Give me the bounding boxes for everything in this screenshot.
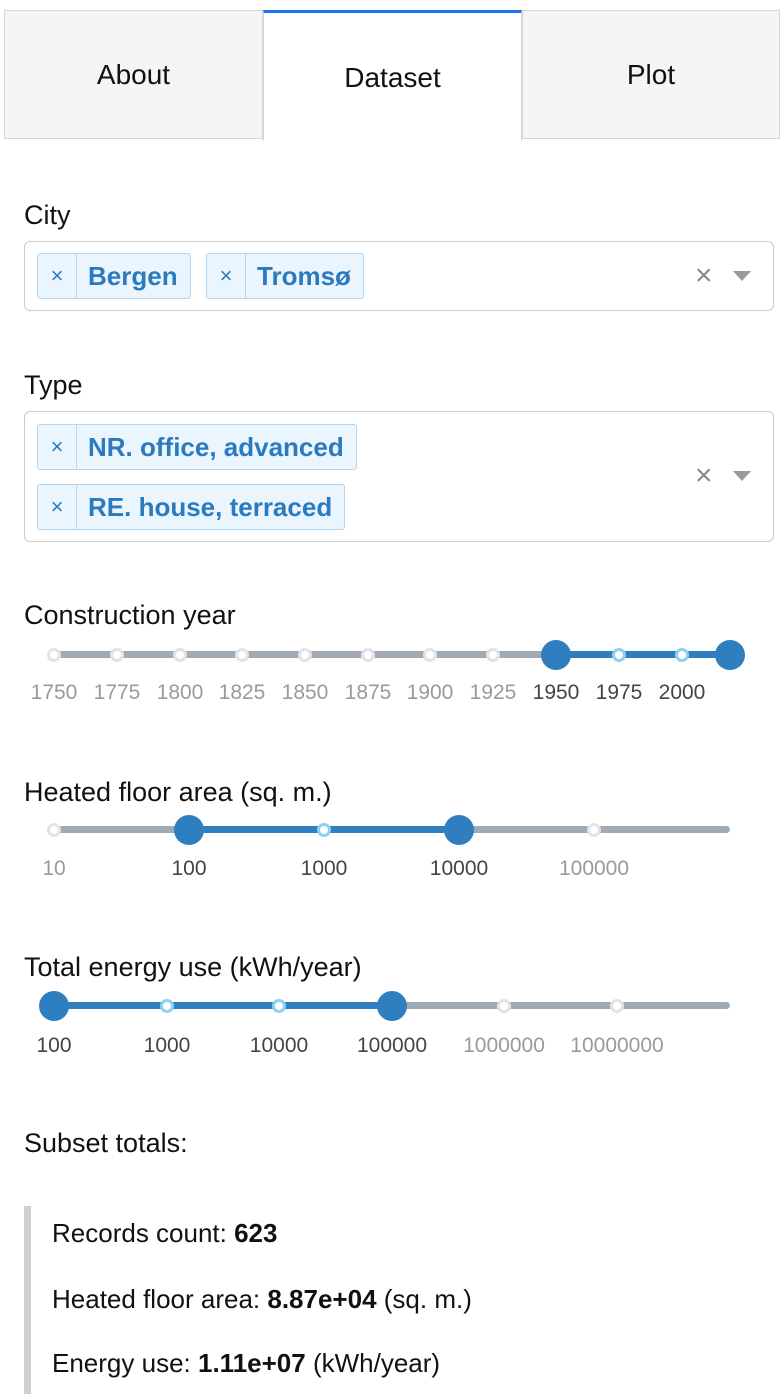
area-total-label: Heated floor area:: [52, 1284, 268, 1314]
clear-icon[interactable]: ×: [695, 459, 713, 492]
slider-mark: 100: [171, 857, 207, 880]
slider-dot: [423, 648, 437, 662]
slider-handle-min[interactable]: [541, 640, 571, 670]
energy-total-label: Energy use:: [52, 1348, 198, 1378]
slider-dot: [587, 823, 601, 837]
slider-mark: 1950: [532, 681, 580, 704]
slider-mark: 10000: [429, 857, 489, 880]
slider-dot: [497, 999, 511, 1013]
close-icon[interactable]: ×: [207, 254, 246, 298]
slider-handle-min[interactable]: [174, 815, 204, 845]
heated-floor-area-label: Heated floor area (sq. m.): [24, 777, 332, 807]
slider-dot: [235, 648, 249, 662]
slider-dot: [47, 823, 61, 837]
slider-dot: [47, 648, 61, 662]
close-icon[interactable]: ×: [38, 485, 77, 529]
records-count: Records count: 623: [52, 1218, 277, 1249]
type-dropdown[interactable]: × NR. office, advanced × RE. house, terr…: [24, 411, 774, 542]
slider-mark: 1750: [30, 681, 78, 704]
records-count-value: 623: [234, 1218, 278, 1248]
tab-plot[interactable]: Plot: [522, 10, 780, 139]
subset-totals-panel: Records count: 623 Heated floor area: 8.…: [24, 1206, 764, 1394]
slider-mark: 1850: [281, 681, 329, 704]
slider-handle-max[interactable]: [444, 815, 474, 845]
tab-dataset[interactable]: Dataset: [263, 10, 522, 141]
slider-dot: [612, 648, 626, 662]
energy-use-total: Energy use: 1.11e+07 (kWh/year): [52, 1348, 440, 1379]
tab-about-label: About: [96, 58, 171, 90]
slider-handle-max[interactable]: [715, 640, 745, 670]
slider-dot: [317, 823, 331, 837]
slider-mark: 10: [42, 857, 66, 880]
tab-about[interactable]: About: [4, 10, 263, 139]
type-chip-label: NR. office, advanced: [88, 431, 344, 462]
slider-mark: 1000000: [463, 1034, 545, 1057]
slider-dot: [486, 648, 500, 662]
total-energy-label: Total energy use (kWh/year): [24, 952, 362, 982]
slider-dot: [160, 999, 174, 1013]
slider-dot: [110, 648, 124, 662]
slider-track: [556, 651, 730, 658]
city-chip-tromso: × Tromsø: [206, 253, 364, 299]
slider-track: [54, 1002, 392, 1009]
slider-mark: 2000: [658, 681, 706, 704]
slider-handle-min[interactable]: [39, 991, 69, 1021]
energy-total-unit: (kWh/year): [305, 1348, 441, 1378]
slider-mark: 1000: [143, 1034, 191, 1057]
tab-plot-label: Plot: [626, 58, 676, 90]
slider-dot: [610, 999, 624, 1013]
slider-handle-max[interactable]: [377, 991, 407, 1021]
tab-dataset-label: Dataset: [344, 62, 441, 93]
slider-mark: 1925: [469, 681, 517, 704]
slider-mark: 100: [36, 1034, 72, 1057]
records-count-label: Records count:: [52, 1218, 235, 1248]
slider-mark: 1975: [595, 681, 643, 704]
slider-rail[interactable]: [54, 651, 730, 658]
slider-dot: [298, 648, 312, 662]
close-icon[interactable]: ×: [38, 254, 77, 298]
slider-mark: 1000: [300, 857, 348, 880]
slider-dot: [361, 648, 375, 662]
type-chip-label: RE. house, terraced: [88, 491, 333, 522]
slider-mark: 1775: [93, 681, 141, 704]
slider-dot: [675, 648, 689, 662]
slider-mark: 10000: [249, 1034, 309, 1057]
clear-icon[interactable]: ×: [695, 259, 713, 292]
type-label: Type: [24, 370, 83, 400]
city-label: City: [24, 200, 71, 230]
city-dropdown[interactable]: × Bergen × Tromsø ×: [24, 241, 774, 311]
slider-mark: 100000: [356, 1034, 428, 1057]
area-total-unit: (sq. m.): [376, 1284, 472, 1314]
chevron-down-icon[interactable]: [733, 271, 751, 281]
chevron-down-icon[interactable]: [733, 471, 751, 481]
city-chip-label: Bergen: [88, 260, 178, 291]
tab-bar: About Dataset Plot: [4, 10, 780, 141]
slider-dot: [272, 999, 286, 1013]
slider-mark: 1900: [406, 681, 454, 704]
slider-mark: 100000: [558, 857, 630, 880]
close-icon[interactable]: ×: [38, 425, 77, 469]
heated-floor-area-total: Heated floor area: 8.87e+04 (sq. m.): [52, 1284, 472, 1315]
area-total-value: 8.87e+04: [267, 1284, 377, 1314]
city-chip-label: Tromsø: [257, 260, 351, 291]
slider-dot: [173, 648, 187, 662]
type-chip-house: × RE. house, terraced: [37, 484, 346, 530]
slider-mark: 1800: [156, 681, 204, 704]
energy-total-value: 1.11e+07: [197, 1348, 306, 1378]
slider-mark: 10000000: [570, 1034, 664, 1057]
type-chip-office: × NR. office, advanced: [37, 424, 357, 470]
slider-mark: 1825: [218, 681, 266, 704]
city-chip-bergen: × Bergen: [37, 253, 191, 299]
subset-totals-heading: Subset totals:: [24, 1128, 188, 1158]
construction-year-label: Construction year: [24, 600, 236, 630]
slider-mark: 1875: [344, 681, 392, 704]
